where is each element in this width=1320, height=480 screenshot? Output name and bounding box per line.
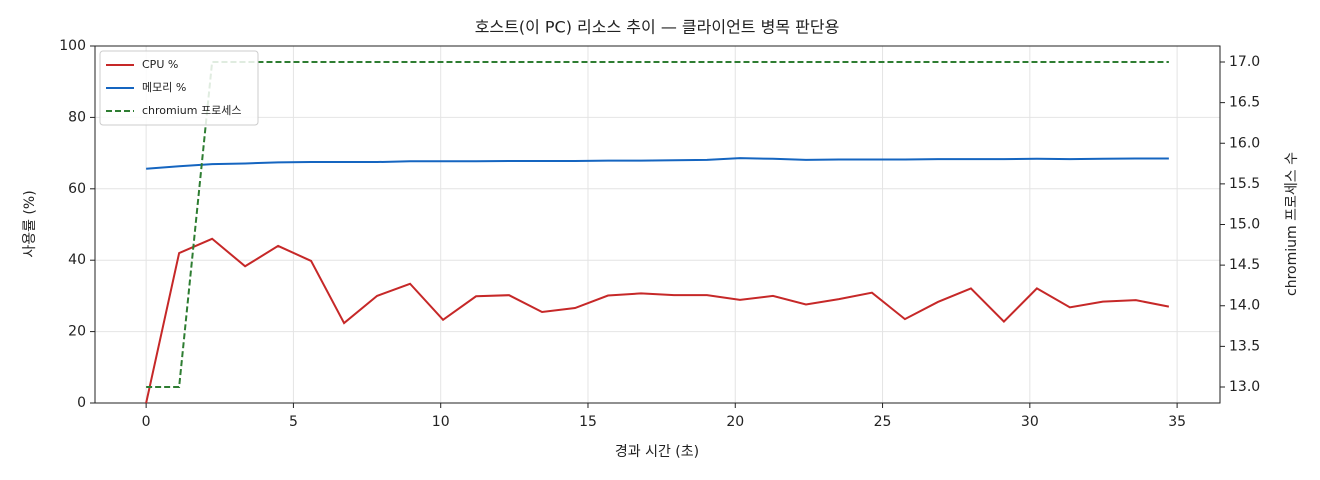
legend-label: chromium 프로세스 — [142, 104, 241, 117]
legend-label: 메모리 % — [142, 81, 186, 94]
series-line — [146, 157, 1169, 170]
x-tick-label: 5 — [289, 414, 298, 430]
legend-box — [99, 50, 259, 126]
y2-tick-label: 16.0 — [1229, 135, 1260, 151]
y-tick-label: 80 — [68, 109, 86, 125]
x-tick-label: 25 — [874, 414, 892, 430]
x-tick-label: 0 — [142, 414, 151, 430]
y2-tick-label: 15.0 — [1229, 217, 1260, 233]
y2-tick-label: 14.5 — [1229, 257, 1260, 273]
x-tick-label: 35 — [1168, 414, 1186, 430]
x-tick-label: 15 — [579, 414, 597, 430]
y2-tick-label: 14.0 — [1229, 298, 1260, 314]
y-tick-label: 20 — [68, 324, 86, 340]
y2-axis-label: chromium 프로세스 수 — [1284, 152, 1300, 296]
y2-tick-label: 15.5 — [1229, 176, 1260, 192]
y-tick-label: 40 — [68, 252, 86, 268]
series-line — [146, 61, 1169, 388]
series-line — [145, 237, 1170, 404]
x-tick-label: 30 — [1021, 414, 1039, 430]
y-tick-label: 60 — [68, 181, 86, 197]
chart-title: 호스트(이 PC) 리소스 추이 — 클라이언트 병목 판단용 — [475, 18, 840, 37]
y2-tick-label: 16.5 — [1229, 95, 1260, 111]
y-tick-label: 0 — [77, 395, 86, 411]
legend-label: CPU % — [142, 58, 178, 71]
y-tick-label: 100 — [59, 38, 86, 54]
y2-tick-label: 13.0 — [1229, 379, 1260, 395]
x-axis-label: 경과 시간 (초) — [615, 444, 699, 460]
x-tick-label: 20 — [726, 414, 744, 430]
y2-tick-label: 17.0 — [1229, 54, 1260, 70]
plot-frame — [94, 45, 1221, 404]
y2-tick-label: 13.5 — [1229, 338, 1260, 354]
y-axis-label: 사용률 (%) — [22, 190, 38, 257]
x-tick-label: 10 — [432, 414, 450, 430]
